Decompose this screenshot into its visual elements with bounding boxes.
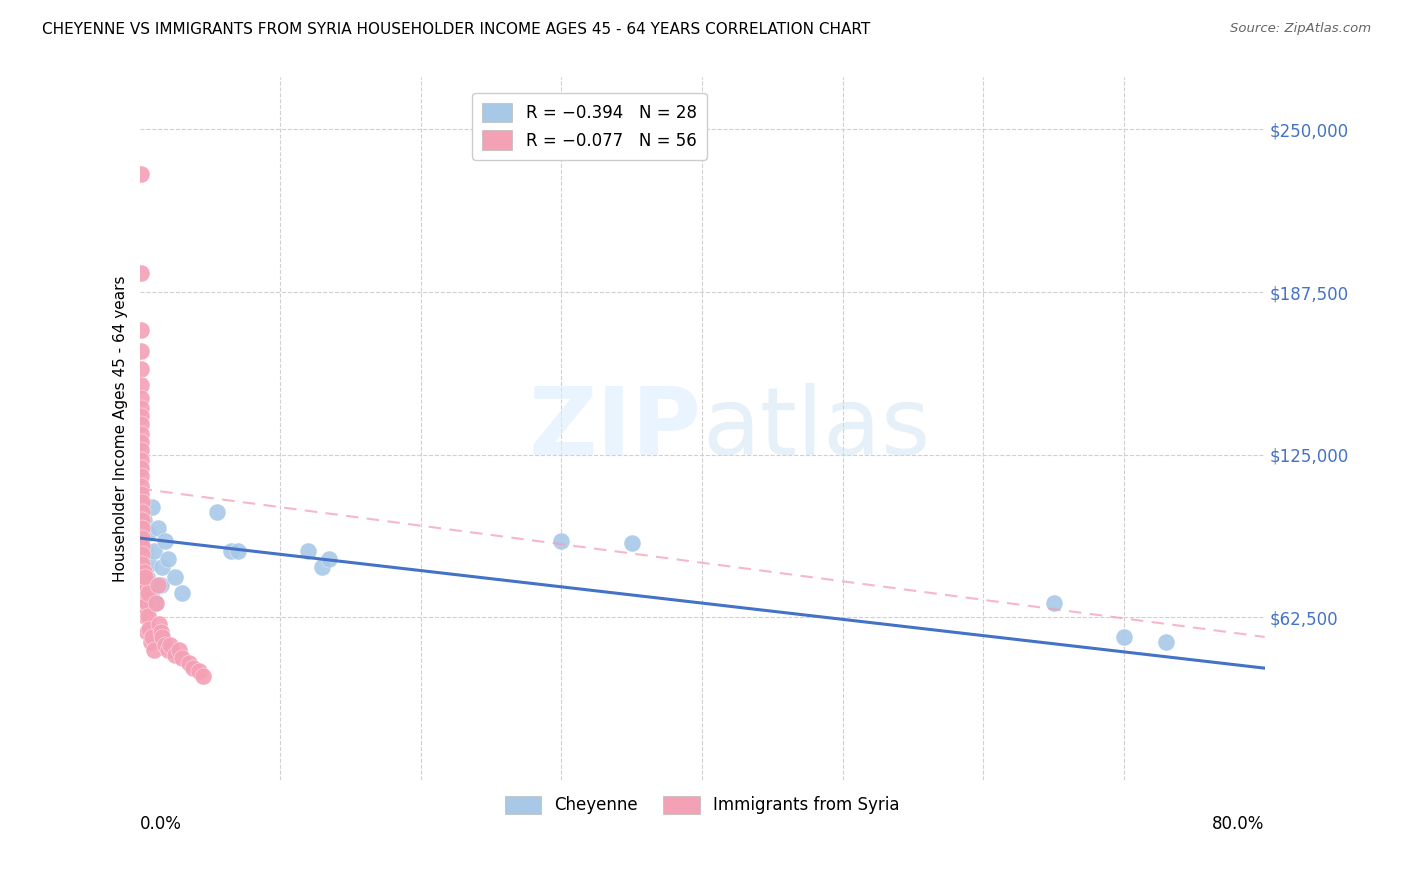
Point [148, 616, 170, 631]
Point [205, 505, 228, 519]
Point [131, 521, 153, 535]
Text: atlas: atlas [702, 383, 931, 475]
Point [1112, 630, 1135, 644]
Point [177, 656, 200, 670]
Point [142, 643, 165, 657]
Point [311, 559, 333, 574]
Point [134, 609, 156, 624]
Point [150, 630, 173, 644]
Point [134, 599, 156, 613]
Point [129, 460, 152, 475]
Point [143, 596, 166, 610]
Point [129, 487, 152, 501]
Point [156, 552, 179, 566]
Point [132, 583, 155, 598]
Point [163, 648, 186, 662]
Point [129, 479, 152, 493]
Point [145, 596, 167, 610]
Point [129, 391, 152, 405]
Point [146, 578, 169, 592]
Point [131, 494, 153, 508]
Point [134, 544, 156, 558]
Point [219, 544, 242, 558]
Text: Source: ZipAtlas.com: Source: ZipAtlas.com [1230, 22, 1371, 36]
Point [191, 669, 214, 683]
Point [132, 591, 155, 605]
Point [550, 533, 572, 548]
Point [156, 643, 179, 657]
Point [129, 377, 152, 392]
Point [1042, 596, 1064, 610]
Point [136, 585, 159, 599]
Point [136, 609, 159, 624]
Point [131, 547, 153, 561]
Point [129, 343, 152, 358]
Point [141, 630, 163, 644]
Point [138, 622, 160, 636]
Point [149, 624, 172, 639]
Point [129, 167, 152, 181]
Point [132, 565, 155, 579]
Point [129, 401, 152, 415]
Point [159, 638, 181, 652]
Point [132, 513, 155, 527]
Point [129, 468, 152, 483]
Point [153, 638, 176, 652]
Point [135, 570, 157, 584]
Point [129, 453, 152, 467]
Point [136, 525, 159, 540]
Point [129, 323, 152, 337]
Point [153, 533, 176, 548]
Point [129, 426, 152, 441]
Point [131, 531, 153, 545]
Point [297, 544, 319, 558]
Point [139, 585, 162, 599]
Legend: Cheyenne, Immigrants from Syria: Cheyenne, Immigrants from Syria [498, 789, 907, 821]
Text: 0.0%: 0.0% [139, 815, 181, 833]
Point [226, 544, 249, 558]
Text: 80.0%: 80.0% [1212, 815, 1265, 833]
Point [135, 624, 157, 639]
Point [163, 570, 186, 584]
Point [131, 557, 153, 571]
Point [150, 559, 173, 574]
Point [129, 409, 152, 423]
Point [131, 505, 153, 519]
Point [129, 417, 152, 431]
Point [187, 664, 209, 678]
Point [131, 513, 153, 527]
Point [149, 578, 172, 592]
Point [142, 544, 165, 558]
Point [170, 650, 193, 665]
Point [181, 661, 204, 675]
Point [138, 557, 160, 571]
Point [135, 596, 157, 610]
Point [620, 536, 643, 550]
Point [139, 635, 162, 649]
Point [129, 266, 152, 280]
Text: ZIP: ZIP [529, 383, 702, 475]
Point [131, 531, 153, 545]
Point [132, 573, 155, 587]
Point [131, 539, 153, 553]
Y-axis label: Householder Income Ages 45 - 64 years: Householder Income Ages 45 - 64 years [114, 276, 128, 582]
Point [129, 434, 152, 449]
Point [1154, 635, 1177, 649]
Text: CHEYENNE VS IMMIGRANTS FROM SYRIA HOUSEHOLDER INCOME AGES 45 - 64 YEARS CORRELAT: CHEYENNE VS IMMIGRANTS FROM SYRIA HOUSEH… [42, 22, 870, 37]
Point [134, 570, 156, 584]
Point [170, 585, 193, 599]
Point [141, 500, 163, 514]
Point [167, 643, 190, 657]
Point [129, 362, 152, 376]
Point [318, 552, 340, 566]
Point [146, 521, 169, 535]
Point [129, 442, 152, 457]
